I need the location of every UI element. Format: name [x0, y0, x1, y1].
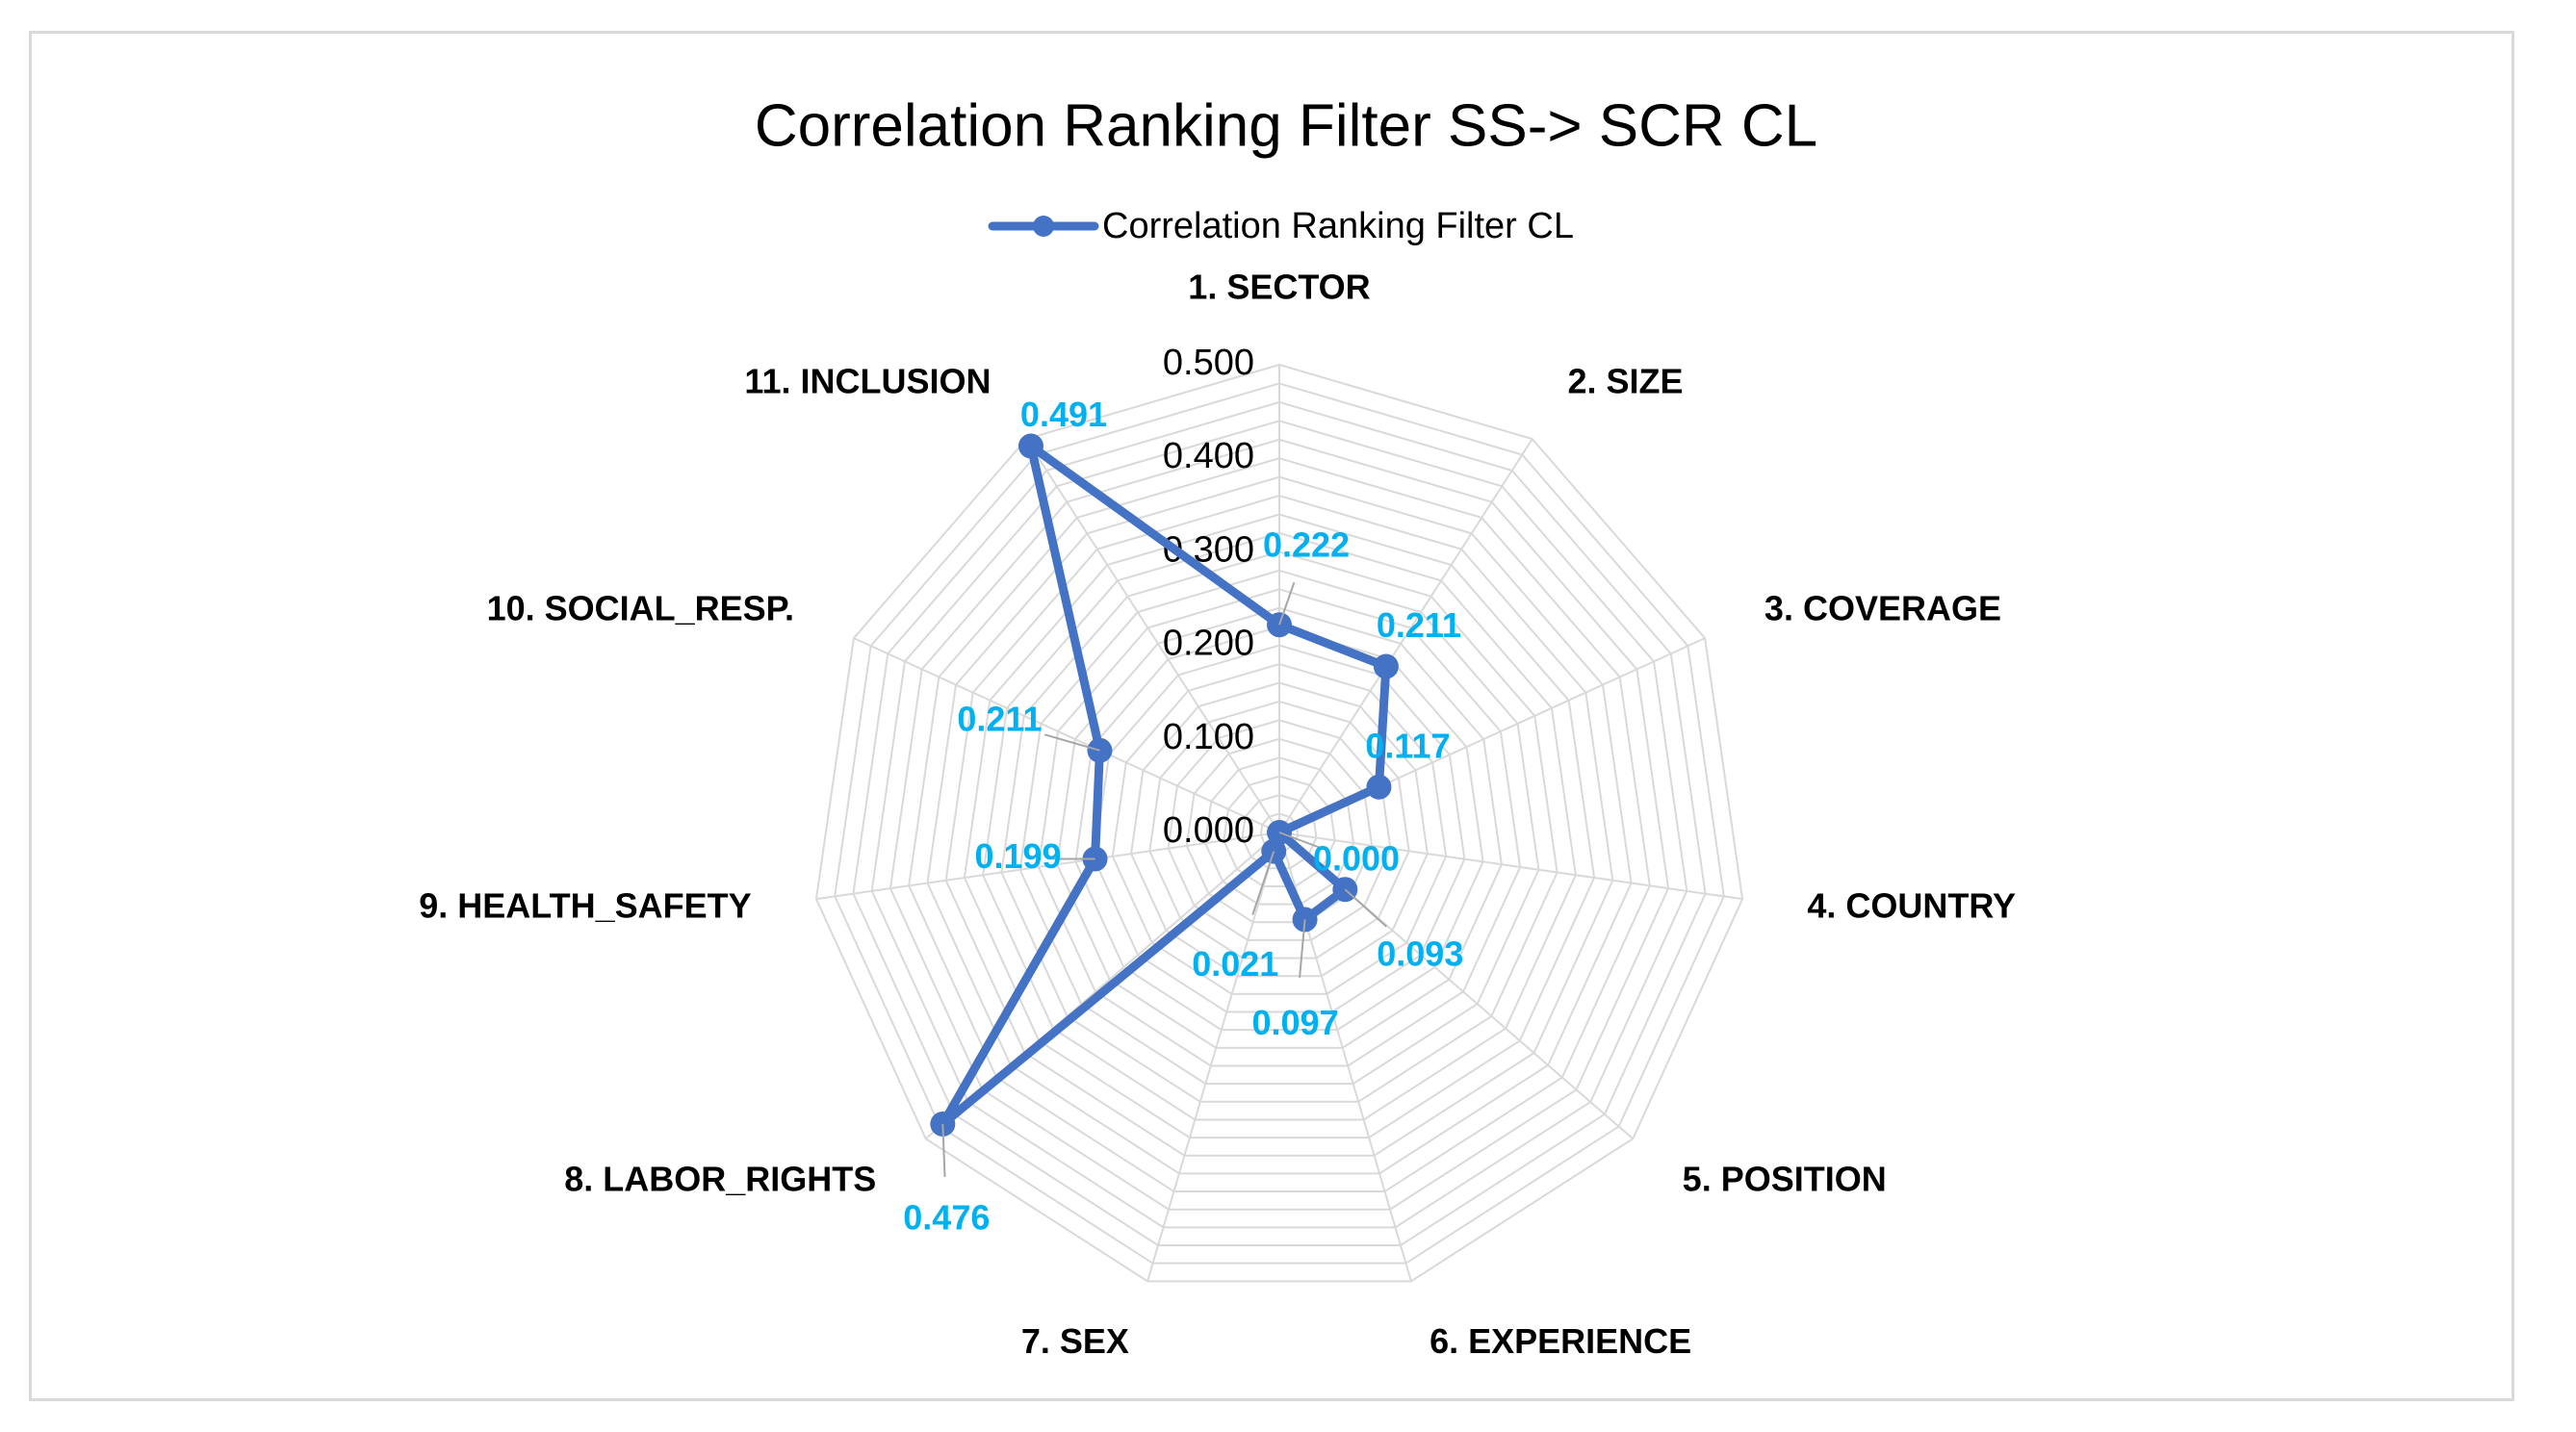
tick-label: 0.100: [1163, 717, 1254, 757]
grid-ring: [982, 531, 1577, 1121]
grid-ring: [1074, 626, 1484, 1032]
category-label: 10. SOCIAL_RESP.: [487, 588, 794, 627]
data-label-leader: [1278, 831, 1323, 850]
grid-ring: [814, 363, 1744, 1283]
data-label-leader: [1278, 581, 1296, 626]
radar-chart: Correlation Ranking Filter SS-> SCR CL C…: [419, 92, 2016, 1362]
grid-ring: [926, 475, 1633, 1175]
data-label: 0.093: [1377, 934, 1463, 974]
grid-ring: [1203, 756, 1355, 906]
grid-ring: [1056, 606, 1503, 1049]
tick-label: 0.200: [1163, 624, 1254, 664]
category-label: 6. EXPERIENCE: [1430, 1321, 1691, 1361]
category-labels: 1. SECTOR 2. SIZE 3. COVERAGE 4. COUNTRY 5. …: [419, 268, 2016, 1362]
category-label: 2. SIZE: [1568, 361, 1684, 400]
data-label: 0.021: [1192, 944, 1278, 984]
category-label: 11. INCLUSION: [744, 361, 991, 400]
grid-ring: [1037, 588, 1522, 1067]
category-label: 3. COVERAGE: [1765, 588, 2001, 627]
grid-ring: [908, 457, 1651, 1193]
data-label-leader: [941, 1123, 946, 1178]
data-label: 0.097: [1252, 1003, 1339, 1042]
data-label: 0.117: [1365, 726, 1450, 765]
grid-spoke: [1278, 831, 1743, 901]
series-marker: [1373, 653, 1399, 679]
chart-title: Correlation Ranking Filter SS-> SCR CL: [755, 92, 1817, 159]
series-marker: [1018, 433, 1043, 459]
data-label: 0.211: [1377, 605, 1461, 645]
grid-ring: [889, 438, 1670, 1211]
radar-grid: [814, 363, 1744, 1283]
tick-label: 0.500: [1163, 343, 1254, 383]
grid-ring: [1223, 775, 1336, 887]
series-marker: [1366, 774, 1392, 800]
grid-ring: [870, 420, 1688, 1229]
grid-ring: [1148, 700, 1410, 959]
category-label: 1. SECTOR: [1188, 268, 1370, 307]
category-label: 5. POSITION: [1683, 1159, 1887, 1198]
series-correlation-ranking-filter-cl: [930, 433, 1399, 1137]
data-label: 0.491: [1020, 395, 1107, 434]
legend-label: Correlation Ranking Filter CL: [1102, 206, 1574, 246]
data-label-leader: [1299, 919, 1306, 979]
tick-label: 0.400: [1163, 436, 1254, 476]
data-label: 0.199: [974, 836, 1061, 876]
grid-spoke: [1278, 438, 1533, 833]
data-label: 0.222: [1263, 525, 1350, 565]
grid-ring: [834, 382, 1725, 1265]
grid-spoke: [853, 637, 1280, 833]
category-label: 4. COUNTRY: [1807, 885, 2016, 925]
grid-ring: [1093, 644, 1466, 1013]
tick-label: 0.000: [1163, 810, 1254, 851]
chart-area: Correlation Ranking Filter SS-> SCR CL C…: [29, 31, 2514, 1401]
category-label: 7. SEX: [1021, 1321, 1129, 1361]
legend: Correlation Ranking Filter CL: [988, 206, 1574, 246]
grid-ring: [944, 495, 1614, 1157]
data-label: 0.000: [1313, 839, 1400, 879]
grid-spoke: [1146, 831, 1280, 1282]
grid-ring: [1000, 550, 1558, 1103]
data-label-leader: [1251, 851, 1275, 915]
grid-ring: [1130, 681, 1429, 978]
category-label: 8. LABOR_RIGHTS: [564, 1159, 876, 1198]
series-line: [938, 442, 1391, 1129]
grid-ring: [1185, 737, 1374, 924]
data-label: 0.476: [903, 1198, 990, 1238]
legend-marker: [1033, 216, 1054, 237]
grid-ring: [1111, 662, 1448, 995]
grid-ring: [1018, 569, 1540, 1086]
data-label: 0.211: [957, 699, 1042, 738]
grid-spoke: [815, 831, 1280, 901]
grid-spoke: [1025, 438, 1280, 833]
data-label-leader: [1344, 888, 1387, 928]
grid-ring: [852, 400, 1707, 1247]
grid-ring: [963, 513, 1596, 1139]
category-label: 9. HEALTH_SAFETY: [419, 885, 751, 925]
data-label-leader: [1043, 733, 1100, 752]
data-labels: 0.222 0.211 0.117 0.000 0.093 0.097 0.021 0.476…: [903, 395, 1463, 1237]
